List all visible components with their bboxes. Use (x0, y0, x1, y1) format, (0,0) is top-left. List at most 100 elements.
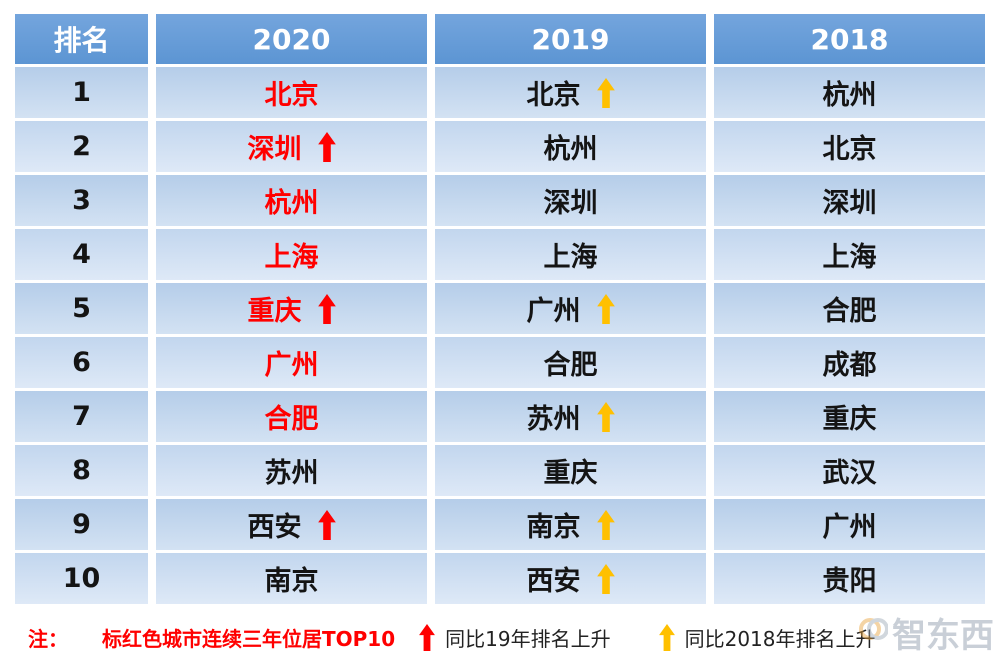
table-row: 5 重庆 广州 合肥 (15, 283, 985, 334)
city-cell-2019: 苏州 (435, 391, 706, 442)
city-name: 合肥 (543, 350, 598, 381)
table-row: 7 合肥 苏州 重庆 (15, 391, 985, 442)
city-cell-2020: 北京 (156, 67, 427, 118)
yellow-arrow-label: 同比2018年排名上升 (684, 626, 876, 651)
city-cell-2020: 南京 (156, 553, 427, 604)
city-name: 广州 (822, 512, 877, 543)
rank-cell: 6 (15, 337, 148, 388)
city-name: 合肥 (264, 404, 319, 435)
city-name: 北京 (526, 80, 581, 111)
table-row: 3 杭州 深圳 深圳 (15, 175, 985, 226)
table-row: 2 深圳 杭州 北京 (15, 121, 985, 172)
city-name: 西安 (247, 512, 302, 543)
city-name: 深圳 (822, 188, 877, 219)
city-name: 深圳 (543, 188, 598, 219)
city-cell-2018: 贵阳 (714, 553, 985, 604)
city-name: 重庆 (822, 404, 877, 435)
rank-cell: 7 (15, 391, 148, 442)
rank-cell: 2 (15, 121, 148, 172)
watermark-text: 智东西 (892, 616, 994, 656)
red-city-note: 标红色城市连续三年位居TOP10 (102, 626, 396, 651)
red-up-arrow-icon (317, 509, 336, 540)
legend: 注： 标红色城市连续三年位居TOP10 同比19年排名上升 同比2018年排名上… (28, 620, 988, 654)
city-cell-2019: 杭州 (435, 121, 706, 172)
city-name: 南京 (264, 566, 319, 597)
city-cell-2018: 北京 (714, 121, 985, 172)
rank-cell: 10 (15, 553, 148, 604)
yellow-up-arrow-icon (658, 623, 675, 651)
table-row: 10 南京 西安 贵阳 (15, 553, 985, 604)
city-name: 上海 (822, 242, 877, 273)
yellow-up-arrow-icon (596, 293, 615, 324)
table-row: 4 上海 上海 上海 (15, 229, 985, 280)
zhidongxi-logo-icon (858, 613, 889, 653)
city-cell-2020: 苏州 (156, 445, 427, 496)
city-cell-2018: 上海 (714, 229, 985, 280)
column-header-2020: 2020 (156, 14, 427, 64)
city-cell-2019: 上海 (435, 229, 706, 280)
city-cell-2018: 重庆 (714, 391, 985, 442)
city-cell-2019: 西安 (435, 553, 706, 604)
table-row: 9 西安 南京 广州 (15, 499, 985, 550)
city-name: 广州 (264, 350, 319, 381)
zhidongxi-watermark: 智东西 (858, 608, 994, 657)
red-up-arrow-icon (317, 293, 336, 324)
rank-cell: 5 (15, 283, 148, 334)
table-header-row: 排名 2020 2019 2018 (15, 14, 985, 64)
note-prefix: 注： (28, 626, 68, 651)
city-name: 深圳 (247, 134, 302, 165)
city-cell-2019: 南京 (435, 499, 706, 550)
city-name: 西安 (526, 566, 581, 597)
city-name: 重庆 (247, 296, 302, 327)
city-cell-2020: 重庆 (156, 283, 427, 334)
city-ranking-table: 排名 2020 2019 2018 1 北京 北京 杭州 2 深圳 杭州 北京 3 杭州 深圳 深圳 4… (15, 14, 985, 604)
city-name: 成都 (822, 350, 877, 381)
rank-cell: 8 (15, 445, 148, 496)
city-name: 北京 (264, 80, 319, 111)
rank-cell: 3 (15, 175, 148, 226)
yellow-up-arrow-icon (596, 563, 615, 594)
city-cell-2019: 北京 (435, 67, 706, 118)
column-header-2018: 2018 (714, 14, 985, 64)
city-cell-2020: 西安 (156, 499, 427, 550)
city-name: 杭州 (543, 134, 598, 165)
city-cell-2018: 杭州 (714, 67, 985, 118)
city-cell-2019: 重庆 (435, 445, 706, 496)
city-name: 南京 (526, 512, 581, 543)
city-cell-2019: 广州 (435, 283, 706, 334)
red-up-arrow-icon (419, 623, 436, 651)
column-header-rank: 排名 (15, 14, 148, 64)
city-name: 苏州 (264, 458, 319, 489)
rank-cell: 9 (15, 499, 148, 550)
city-cell-2020: 深圳 (156, 121, 427, 172)
city-name: 苏州 (526, 404, 581, 435)
city-cell-2018: 广州 (714, 499, 985, 550)
red-up-arrow-icon (317, 131, 336, 162)
city-cell-2019: 合肥 (435, 337, 706, 388)
rank-cell: 4 (15, 229, 148, 280)
column-header-2019: 2019 (435, 14, 706, 64)
city-cell-2018: 武汉 (714, 445, 985, 496)
city-name: 上海 (543, 242, 598, 273)
city-cell-2020: 杭州 (156, 175, 427, 226)
city-cell-2020: 合肥 (156, 391, 427, 442)
city-name: 广州 (526, 296, 581, 327)
city-name: 北京 (822, 134, 877, 165)
city-name: 杭州 (264, 188, 319, 219)
city-cell-2020: 广州 (156, 337, 427, 388)
rank-cell: 1 (15, 67, 148, 118)
city-name: 上海 (264, 242, 319, 273)
table-row: 6 广州 合肥 成都 (15, 337, 985, 388)
city-name: 杭州 (822, 80, 877, 111)
yellow-up-arrow-icon (596, 401, 615, 432)
city-cell-2018: 深圳 (714, 175, 985, 226)
city-name: 重庆 (543, 458, 598, 489)
yellow-up-arrow-icon (596, 509, 615, 540)
table-row: 8 苏州 重庆 武汉 (15, 445, 985, 496)
city-name: 贵阳 (822, 566, 877, 597)
city-name: 合肥 (822, 296, 877, 327)
red-arrow-label: 同比19年排名上升 (445, 626, 611, 651)
city-cell-2020: 上海 (156, 229, 427, 280)
city-name: 武汉 (822, 458, 877, 489)
city-cell-2018: 合肥 (714, 283, 985, 334)
